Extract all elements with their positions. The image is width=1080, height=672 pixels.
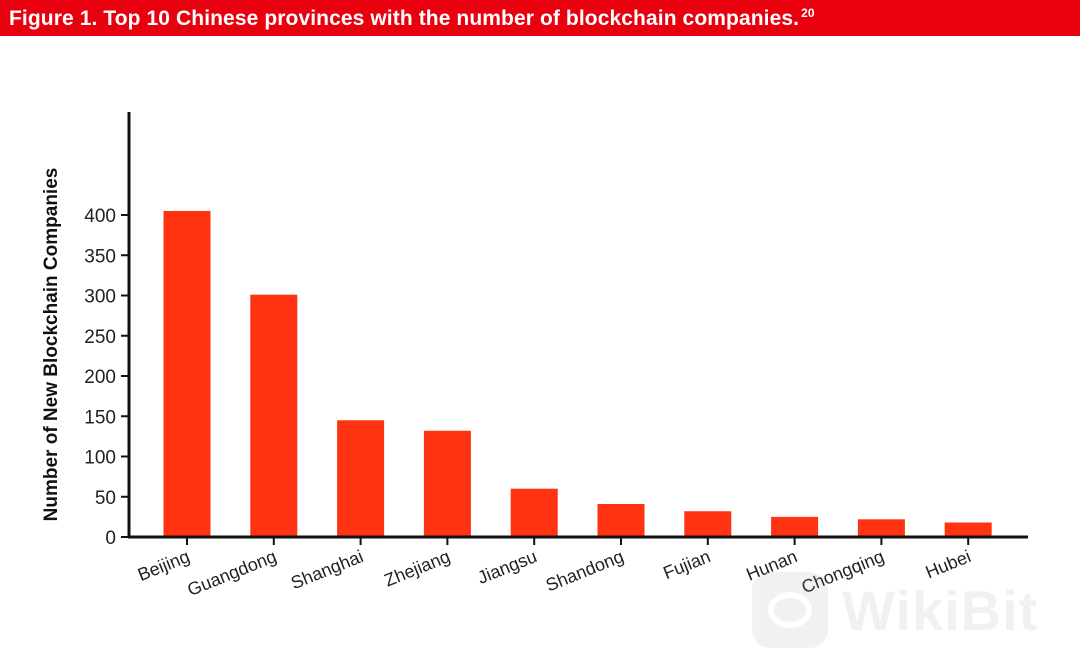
y-axis-title: Number of New Blockchain Companies (41, 168, 62, 522)
figure-title-bar: Figure 1. Top 10 Chinese provinces with … (0, 0, 1080, 36)
x-tick-label-fujian: Fujian (660, 546, 713, 583)
bar-beijing (163, 210, 211, 537)
bars-group (163, 210, 992, 537)
y-tick-label: 100 (84, 448, 116, 469)
x-tick-label-guangdong: Guangdong (185, 546, 280, 600)
x-tick-label-hunan: Hunan (743, 546, 800, 584)
bar-fujian (684, 511, 732, 537)
x-tick-label-shanghai: Shanghai (288, 546, 366, 593)
y-axis-ticks: 0 50 100 150 200 250 300 350 400 (84, 206, 129, 549)
figure-title: Figure 1. Top 10 Chinese provinces with … (9, 5, 815, 30)
x-tick-label-beijing: Beijing (135, 546, 193, 585)
y-tick-label: 150 (84, 407, 116, 428)
bar-shanghai (337, 420, 385, 537)
bar-jiangsu (510, 488, 558, 537)
x-tick-label-hubei: Hubei (923, 546, 974, 582)
bar-chongqing (857, 519, 905, 537)
y-tick-label: 250 (84, 327, 116, 348)
y-tick-label: 300 (84, 287, 116, 308)
x-tick-label-zhejiang: Zhejiang (381, 546, 453, 590)
bar-shandong (597, 503, 645, 537)
bar-guangdong (250, 294, 298, 537)
x-tick-label-shandong: Shandong (543, 546, 627, 595)
figure-title-superscript: 20 (801, 5, 815, 20)
y-tick-label: 50 (95, 488, 116, 509)
bar-hubei (944, 522, 992, 537)
y-tick-label: 350 (84, 246, 116, 267)
bar-hunan (771, 516, 819, 537)
y-tick-label: 400 (84, 206, 116, 227)
y-tick-label: 200 (84, 367, 116, 388)
x-tick-label-chongqing: Chongqing (799, 546, 887, 597)
bar-zhejiang (423, 430, 471, 537)
x-tick-label-jiangsu: Jiangsu (475, 546, 540, 588)
y-tick-label: 0 (105, 528, 116, 549)
